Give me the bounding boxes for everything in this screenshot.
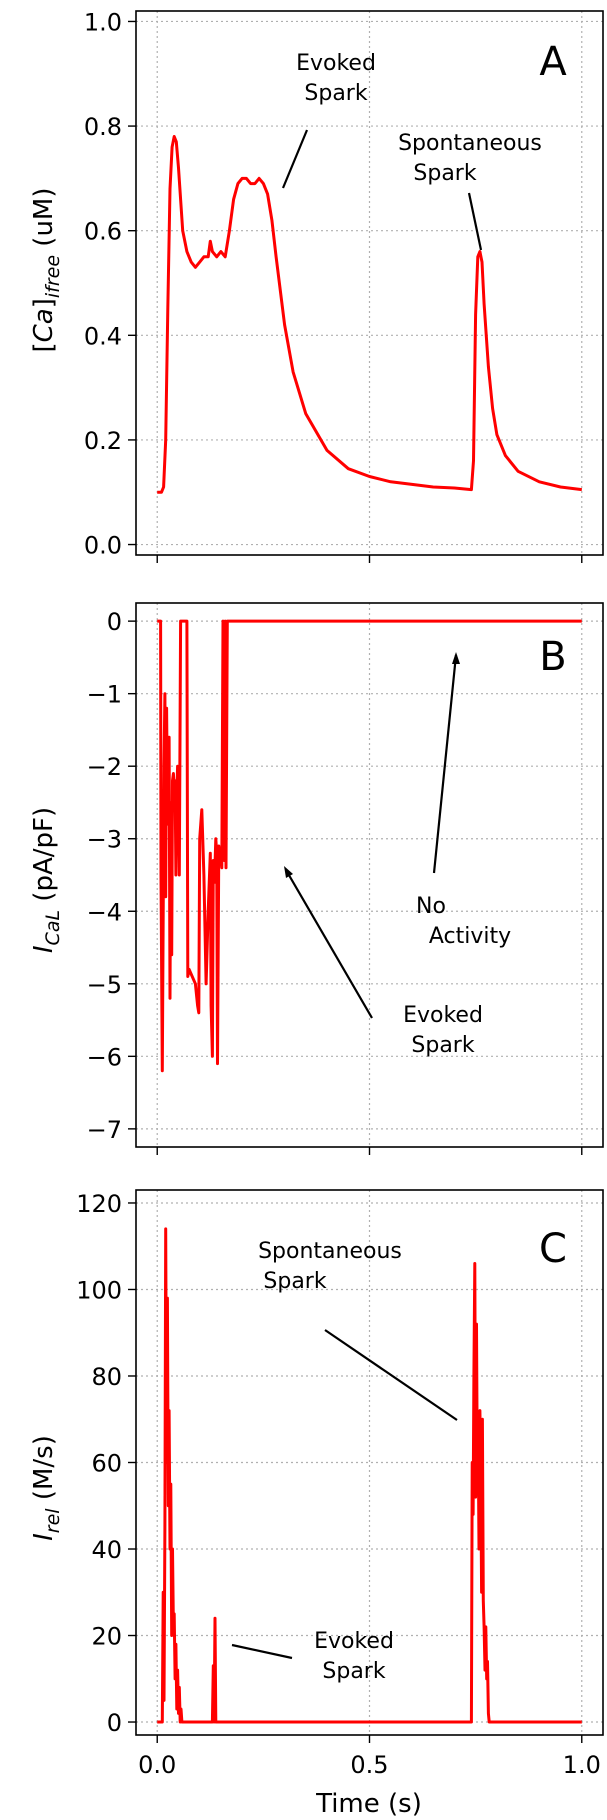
ytick-label-c-0: 0 (107, 1709, 122, 1737)
irel-release-line (157, 1227, 582, 1724)
annotation-evoked-spark-b-arrow (285, 869, 373, 1019)
ytick-label-b-1: −6 (87, 1043, 122, 1071)
annotation-evoked-spark-a-arrow (281, 129, 309, 189)
ytick-label-c-4: 80 (91, 1363, 122, 1391)
annotation-spontaneous-spark-c-line2: Spark (263, 1269, 326, 1294)
ytick-label-a-1: 0.2 (84, 427, 122, 455)
ytick-label-b-2: −5 (87, 971, 122, 999)
annotation-spontaneous-spark-c-line1: Spontaneous (258, 1239, 402, 1264)
ytick-label-a-2: 0.4 (84, 322, 122, 350)
annotation-no-activity-line1: No (416, 894, 446, 919)
annotation-evoked-spark-a-line2: Spark (304, 81, 367, 106)
annotation-spontaneous-spark-a-line1: Spontaneous (398, 131, 542, 156)
ytick-label-a-4: 0.8 (84, 113, 122, 141)
y-axis-label-c: Irel (M/s) (29, 1435, 64, 1541)
panel-c: 0 20 40 60 80 100 120 0.0 0.5 1.0 C Spontaneous S… (29, 1189, 604, 1819)
annotation-evoked-spark-b-arrowhead (284, 866, 293, 878)
xtick-label-c-0: 0.0 (138, 1751, 176, 1779)
y-axis-label-b: ICaL (pA/pF) (29, 807, 64, 953)
annotation-evoked-spark-c-line1: Evoked (314, 1629, 394, 1654)
annotation-evoked-spark-c-line2: Spark (322, 1659, 385, 1684)
y-axis-label-a: [Ca]ifree (uM) (29, 187, 64, 352)
ytick-label-a-3: 0.6 (84, 218, 122, 246)
annotation-evoked-spark-b-line2: Spark (411, 1033, 474, 1058)
ytick-label-c-5: 100 (76, 1276, 122, 1304)
ytick-label-a-0: 0.0 (84, 532, 122, 560)
ytick-label-b-3: −4 (87, 898, 122, 926)
ytick-label-c-2: 40 (91, 1536, 122, 1564)
annotation-evoked-spark-a-line1: Evoked (296, 51, 376, 76)
annotation-spontaneous-spark-c-arrow (324, 1329, 458, 1421)
calcium-free-line (157, 135, 582, 494)
ytick-label-a-5: 1.0 (84, 8, 122, 36)
ytick-label-b-4: −3 (87, 826, 122, 854)
panel-a-letter: A (539, 39, 567, 85)
ytick-label-b-0: −7 (87, 1116, 122, 1144)
ytick-label-c-3: 60 (91, 1450, 122, 1478)
annotation-evoked-spark-b-line1: Evoked (403, 1003, 483, 1028)
ytick-label-b-7: 0 (107, 608, 122, 636)
annotation-no-activity-arrowhead (452, 652, 460, 664)
panel-a: 0.0 0.2 0.4 0.6 0.8 1.0 A Evoked Spark Sponta… (29, 8, 604, 563)
panel-b: −7 −6 −5 −4 −3 −2 −1 0 B No Activity Evoked Spa… (29, 602, 604, 1155)
xtick-label-c-2: 1.0 (563, 1751, 601, 1779)
ical-current-line (157, 619, 582, 1073)
annotation-no-activity-arrow (432, 654, 458, 874)
panel-c-letter: C (539, 1226, 567, 1272)
annotation-no-activity-line2: Activity (429, 924, 511, 949)
annotation-spontaneous-spark-a-line2: Spark (413, 161, 476, 186)
panel-b-letter: B (539, 634, 566, 680)
ytick-label-b-5: −2 (87, 753, 122, 781)
xtick-label-c-1: 0.5 (350, 1751, 388, 1779)
annotation-spontaneous-spark-a-arrow (467, 192, 483, 251)
ytick-label-c-6: 120 (76, 1190, 122, 1218)
ytick-label-b-6: −1 (87, 681, 122, 709)
annotation-evoked-spark-c-arrow (231, 1643, 293, 1660)
ytick-label-c-1: 20 (91, 1623, 122, 1651)
x-axis-label: Time (s) (315, 1789, 422, 1819)
